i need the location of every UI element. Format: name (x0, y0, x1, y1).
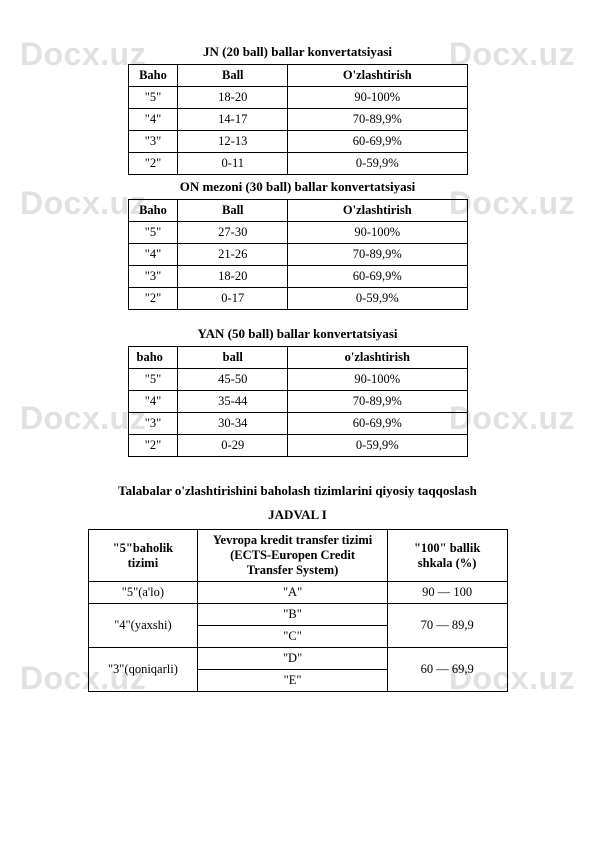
table-row: "2" 0-11 0-59,9% (128, 153, 467, 175)
cell: 70-89,9% (288, 109, 467, 131)
cell: 0-11 (178, 153, 288, 175)
header-cell: "100" ballik shkala (%) (387, 530, 507, 582)
header-cell: "5"baholik tizimi (88, 530, 198, 582)
cell: "5" (128, 222, 178, 244)
cell: 35-44 (178, 391, 288, 413)
cell: "2" (128, 435, 178, 457)
header-cell: Baho (128, 200, 178, 222)
table-row: "5" 27-30 90-100% (128, 222, 467, 244)
header-cell: Yevropa kredit transfer tizimi (ECTS-Eur… (198, 530, 387, 582)
cell: "4" (128, 244, 178, 266)
header-cell: Ball (178, 65, 288, 87)
cell: "B" (198, 604, 387, 626)
cell: "4" (128, 391, 178, 413)
table-row: "4" 21-26 70-89,9% (128, 244, 467, 266)
cell: 90-100% (288, 369, 467, 391)
cell: 14-17 (178, 109, 288, 131)
table-header-row: Baho Ball O'zlashtirish (128, 200, 467, 222)
cell: "5" (128, 87, 178, 109)
cell: 0-59,9% (288, 288, 467, 310)
table-row: "4" 14-17 70-89,9% (128, 109, 467, 131)
cell: 0-29 (178, 435, 288, 457)
table2-title: ON mezoni (30 ball) ballar konvertatsiya… (70, 179, 525, 195)
header-cell: Ball (178, 200, 288, 222)
cell: 60-69,9% (288, 413, 467, 435)
table-row: "3" 30-34 60-69,9% (128, 413, 467, 435)
cell: "5" (128, 369, 178, 391)
table-row: "4" 35-44 70-89,9% (128, 391, 467, 413)
table-row: "3" 12-13 60-69,9% (128, 131, 467, 153)
table-jn: Baho Ball O'zlashtirish "5" 18-20 90-100… (128, 64, 468, 175)
table1-title: JN (20 ball) ballar konvertatsiyasi (70, 44, 525, 60)
table-row: "3"(qoniqarli) "D" 60 — 69,9 (88, 648, 507, 670)
cell: 21-26 (178, 244, 288, 266)
table-row: "5" 18-20 90-100% (128, 87, 467, 109)
cell: 70 — 89,9 (387, 604, 507, 648)
table-header-row: baho ball o'zlashtirish (128, 347, 467, 369)
cell: "3" (128, 413, 178, 435)
table-row: "5"(a'lo) "A" 90 — 100 (88, 582, 507, 604)
cell: 0-59,9% (288, 435, 467, 457)
table-row: "2" 0-17 0-59,9% (128, 288, 467, 310)
header-cell: o'zlashtirish (288, 347, 467, 369)
table-on: Baho Ball O'zlashtirish "5" 27-30 90-100… (128, 199, 468, 310)
header-cell: O'zlashtirish (288, 200, 467, 222)
cell: "3" (128, 131, 178, 153)
header-cell: ball (178, 347, 288, 369)
cell: 60-69,9% (288, 131, 467, 153)
table-row: "4"(yaxshi) "B" 70 — 89,9 (88, 604, 507, 626)
cell: 70-89,9% (288, 391, 467, 413)
cell: 45-50 (178, 369, 288, 391)
cell: 90-100% (288, 222, 467, 244)
cell: 12-13 (178, 131, 288, 153)
cell: 90 — 100 (387, 582, 507, 604)
cell: 18-20 (178, 87, 288, 109)
table-row: "2" 0-29 0-59,9% (128, 435, 467, 457)
table-yan: baho ball o'zlashtirish "5" 45-50 90-100… (128, 346, 468, 457)
cell: 0-59,9% (288, 153, 467, 175)
cell: 70-89,9% (288, 244, 467, 266)
cell: "C" (198, 626, 387, 648)
table-header-row: "5"baholik tizimi Yevropa kredit transfe… (88, 530, 507, 582)
header-cell: O'zlashtirish (288, 65, 467, 87)
header-cell: baho (128, 347, 178, 369)
cell: 18-20 (178, 266, 288, 288)
cell: 60 — 69,9 (387, 648, 507, 692)
cell: 27-30 (178, 222, 288, 244)
cell: 30-34 (178, 413, 288, 435)
cell: "E" (198, 670, 387, 692)
cell: "5"(a'lo) (88, 582, 198, 604)
cell: "D" (198, 648, 387, 670)
cell: "2" (128, 288, 178, 310)
cell: 90-100% (288, 87, 467, 109)
section-subtitle: JADVAL I (70, 507, 525, 523)
table3-title: YAN (50 ball) ballar konvertatsiyasi (70, 326, 525, 342)
cell: 60-69,9% (288, 266, 467, 288)
table-row: "3" 18-20 60-69,9% (128, 266, 467, 288)
cell: "3"(qoniqarli) (88, 648, 198, 692)
cell: "2" (128, 153, 178, 175)
cell: "4" (128, 109, 178, 131)
cell: "3" (128, 266, 178, 288)
section-title: Talabalar o'zlashtirishini baholash tizi… (70, 483, 525, 499)
table-row: "5" 45-50 90-100% (128, 369, 467, 391)
cell: "A" (198, 582, 387, 604)
table-jadval: "5"baholik tizimi Yevropa kredit transfe… (88, 529, 508, 692)
cell: "4"(yaxshi) (88, 604, 198, 648)
cell: 0-17 (178, 288, 288, 310)
header-cell: Baho (128, 65, 178, 87)
table-header-row: Baho Ball O'zlashtirish (128, 65, 467, 87)
